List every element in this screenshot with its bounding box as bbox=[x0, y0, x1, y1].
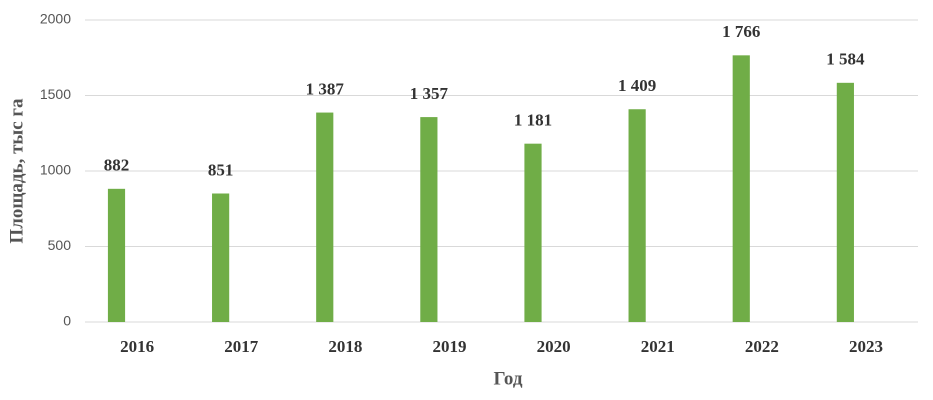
x-tick-label: 2016 bbox=[120, 337, 154, 356]
value-label: 1 584 bbox=[826, 50, 865, 69]
bar bbox=[732, 55, 750, 323]
bar bbox=[628, 109, 646, 322]
value-label: 882 bbox=[104, 156, 130, 175]
x-tick-label: 2020 bbox=[537, 337, 571, 356]
x-axis-title: Год bbox=[494, 368, 523, 389]
x-tick-label: 2019 bbox=[432, 337, 466, 356]
value-label: 1 409 bbox=[618, 76, 656, 95]
value-label: 851 bbox=[208, 160, 234, 179]
x-tick-label: 2021 bbox=[641, 337, 675, 356]
y-tick-label: 1500 bbox=[40, 86, 71, 102]
bar bbox=[107, 188, 126, 322]
value-label: 1 357 bbox=[410, 84, 449, 103]
bar bbox=[212, 193, 230, 322]
y-tick-label: 1000 bbox=[40, 162, 71, 178]
bar bbox=[420, 117, 438, 322]
x-tick-label: 2018 bbox=[328, 337, 362, 356]
value-label: 1 766 bbox=[722, 22, 760, 41]
value-label: 1 387 bbox=[306, 79, 345, 98]
bar bbox=[524, 143, 542, 322]
x-tick-label: 2023 bbox=[849, 337, 883, 356]
y-axis-title: Площадь, тыс га bbox=[6, 98, 27, 244]
y-tick-label: 2000 bbox=[40, 11, 71, 27]
bar bbox=[316, 112, 334, 322]
x-tick-label: 2022 bbox=[745, 337, 779, 356]
x-tick-label: 2017 bbox=[224, 337, 259, 356]
y-tick-label: 0 bbox=[63, 313, 71, 329]
value-label: 1 181 bbox=[514, 111, 552, 130]
y-tick-label: 500 bbox=[48, 237, 72, 253]
bar bbox=[836, 82, 854, 322]
